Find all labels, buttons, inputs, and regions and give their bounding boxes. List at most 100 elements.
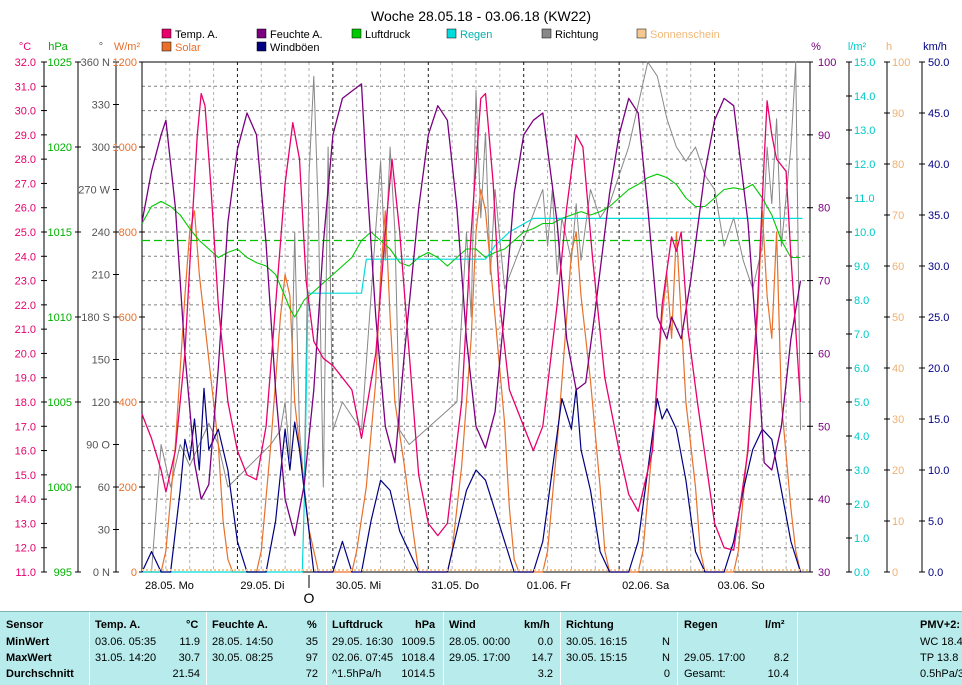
day-label: 29.05. Di: [240, 580, 284, 592]
axis-unit: h: [886, 41, 892, 53]
sunshine-axis-tick-label: 90: [892, 108, 904, 120]
legend: Temp. A.Solar Feuchte A.Windböen Luftdruck…: [161, 28, 720, 54]
pressure-axis-tick-label: 1000: [48, 482, 72, 494]
temp-axis-tick-label: 15.0: [15, 470, 36, 482]
day-label: 28.05. Mo: [145, 580, 194, 592]
axis-unit: km/h: [923, 41, 947, 53]
temp-series: [141, 92, 802, 551]
wind-axis-tick-label: 0.0: [928, 567, 943, 579]
solar-axis-tick-label: 1200: [113, 57, 137, 69]
rain-axis-tick-label: 0.0: [854, 567, 869, 579]
stat-pmv: WC 18.4: [920, 636, 962, 648]
legend-swatch: [256, 41, 267, 52]
pressure-axis-tick-label: 1025: [48, 57, 72, 69]
solar-axis-tick-label: 0: [131, 567, 137, 579]
header-rain-unit: l/m²: [765, 619, 785, 631]
humidity-axis-tick-label: 90: [818, 130, 830, 142]
axis-unit: %: [811, 41, 821, 53]
axis-headers: °C hPa ° W/m²% l/m² h km/h: [19, 41, 947, 53]
temp-axis-tick-label: 27.0: [15, 178, 36, 190]
stat-hum-val: 35: [305, 636, 318, 648]
rain-axis-tick-label: 11.0: [854, 193, 875, 205]
stat-press-time: ^1.5hPa/h: [332, 668, 382, 680]
temp-axis-tick-label: 12.0: [15, 543, 36, 555]
stat-rain-time: Gesamt:: [684, 668, 726, 680]
stat-hum-time: 28.05. 14:50: [212, 636, 274, 648]
legend-swatch: [161, 28, 172, 39]
stat-dir-time: 30.05. 16:15: [566, 636, 628, 648]
humidity-axis-tick-label: 70: [818, 276, 830, 288]
legend-label: Feuchte A.: [270, 29, 323, 41]
legend-swatch: [446, 28, 457, 39]
humidity-axis-tick-label: 100: [818, 57, 836, 69]
rain-axis-tick-label: 15.0: [854, 57, 875, 69]
stat-hum-val: 72: [305, 668, 318, 680]
temp-axis-tick-label: 17.0: [15, 421, 36, 433]
rain-axis-tick-label: 2.0: [854, 499, 869, 511]
direction-axis-tick-label: 360 N: [81, 57, 110, 69]
temp-axis-tick-label: 20.0: [15, 348, 36, 360]
header-temp: Temp. A.: [95, 619, 141, 631]
sunshine-axis-tick-label: 100: [892, 57, 910, 69]
rain-axis-tick-label: 5.0: [854, 397, 869, 409]
rain-axis-tick-label: 8.0: [854, 295, 869, 307]
axis-unit: W/m²: [114, 41, 141, 53]
rain-axis-tick-label: 7.0: [854, 329, 869, 341]
direction-axis-tick-label: 150: [92, 355, 110, 367]
direction-axis-tick-label: 210: [92, 270, 110, 282]
series: [141, 61, 810, 573]
direction-axis-tick-label: 90 O: [86, 440, 110, 452]
solar-axis-tick-label: 1000: [113, 142, 137, 154]
temp-axis-tick-label: 23.0: [15, 276, 36, 288]
direction-axis-tick-label: 30: [98, 525, 110, 537]
rain-axis-tick-label: 10.0: [854, 227, 875, 239]
wind-axis-tick-label: 40.0: [928, 159, 949, 171]
header-humidity-unit: %: [307, 619, 317, 631]
stat-wind-time: 28.05. 00:00: [449, 636, 511, 648]
direction-axis-tick-label: 120: [92, 397, 110, 409]
pressure-axis-tick-label: 1015: [48, 227, 72, 239]
header-wind-unit: km/h: [524, 619, 550, 631]
temp-axis-tick-label: 29.0: [15, 130, 36, 142]
direction-series: [151, 61, 801, 573]
wind-axis-tick-label: 25.0: [928, 312, 949, 324]
legend-label: Richtung: [555, 29, 598, 41]
rain-axis-tick-label: 13.0: [854, 125, 875, 137]
rain-axis-tick-label: 6.0: [854, 363, 869, 375]
wind-axis-tick-label: 15.0: [928, 414, 949, 426]
header-pressure-unit: hPa: [415, 619, 436, 631]
sunshine-axis-tick-label: 50: [892, 312, 904, 324]
header-pressure: Luftdruck: [332, 619, 383, 631]
header-temp-unit: °C: [186, 619, 199, 631]
legend-label: Sonnenschein: [650, 29, 720, 41]
legend-label: Luftdruck: [365, 29, 411, 41]
gust-series: [141, 387, 802, 573]
stat-press-time: 02.06. 07:45: [332, 652, 394, 664]
temp-axis-tick-label: 11.0: [15, 567, 36, 579]
solar-axis-tick-label: 600: [119, 312, 137, 324]
stat-dir-val: N: [662, 652, 670, 664]
pressure-axis-tick-label: 1005: [48, 397, 72, 409]
sunshine-axis-tick-label: 70: [892, 210, 904, 222]
wind-axis-tick-label: 20.0: [928, 363, 949, 375]
stat-pmv: TP 13.8: [920, 652, 959, 664]
direction-axis-tick-label: 300: [92, 142, 110, 154]
humidity-axis-tick-label: 50: [818, 421, 830, 433]
sunshine-axis-tick-label: 40: [892, 363, 904, 375]
legend-swatch: [161, 41, 172, 52]
legend-label: Windböen: [270, 42, 320, 54]
header-direction: Richtung: [566, 619, 614, 631]
temp-axis-tick-label: 26.0: [15, 203, 36, 215]
rain-axis-tick-label: 12.0: [854, 159, 875, 171]
rain-axis-tick-label: 3.0: [854, 465, 869, 477]
chart-title: Woche 28.05.18 - 03.06.18 (KW22): [371, 8, 591, 24]
stat-dir-val: N: [662, 636, 670, 648]
legend-swatch: [636, 28, 647, 39]
solar-axis-tick-label: 800: [119, 227, 137, 239]
stat-label: MinWert: [6, 636, 50, 648]
direction-axis-tick-label: 180 S: [81, 312, 110, 324]
legend-swatch: [541, 28, 552, 39]
temp-axis-tick-label: 32.0: [15, 57, 36, 69]
humidity-axis-tick-label: 30: [818, 567, 830, 579]
temp-axis-tick-label: 24.0: [15, 251, 36, 263]
